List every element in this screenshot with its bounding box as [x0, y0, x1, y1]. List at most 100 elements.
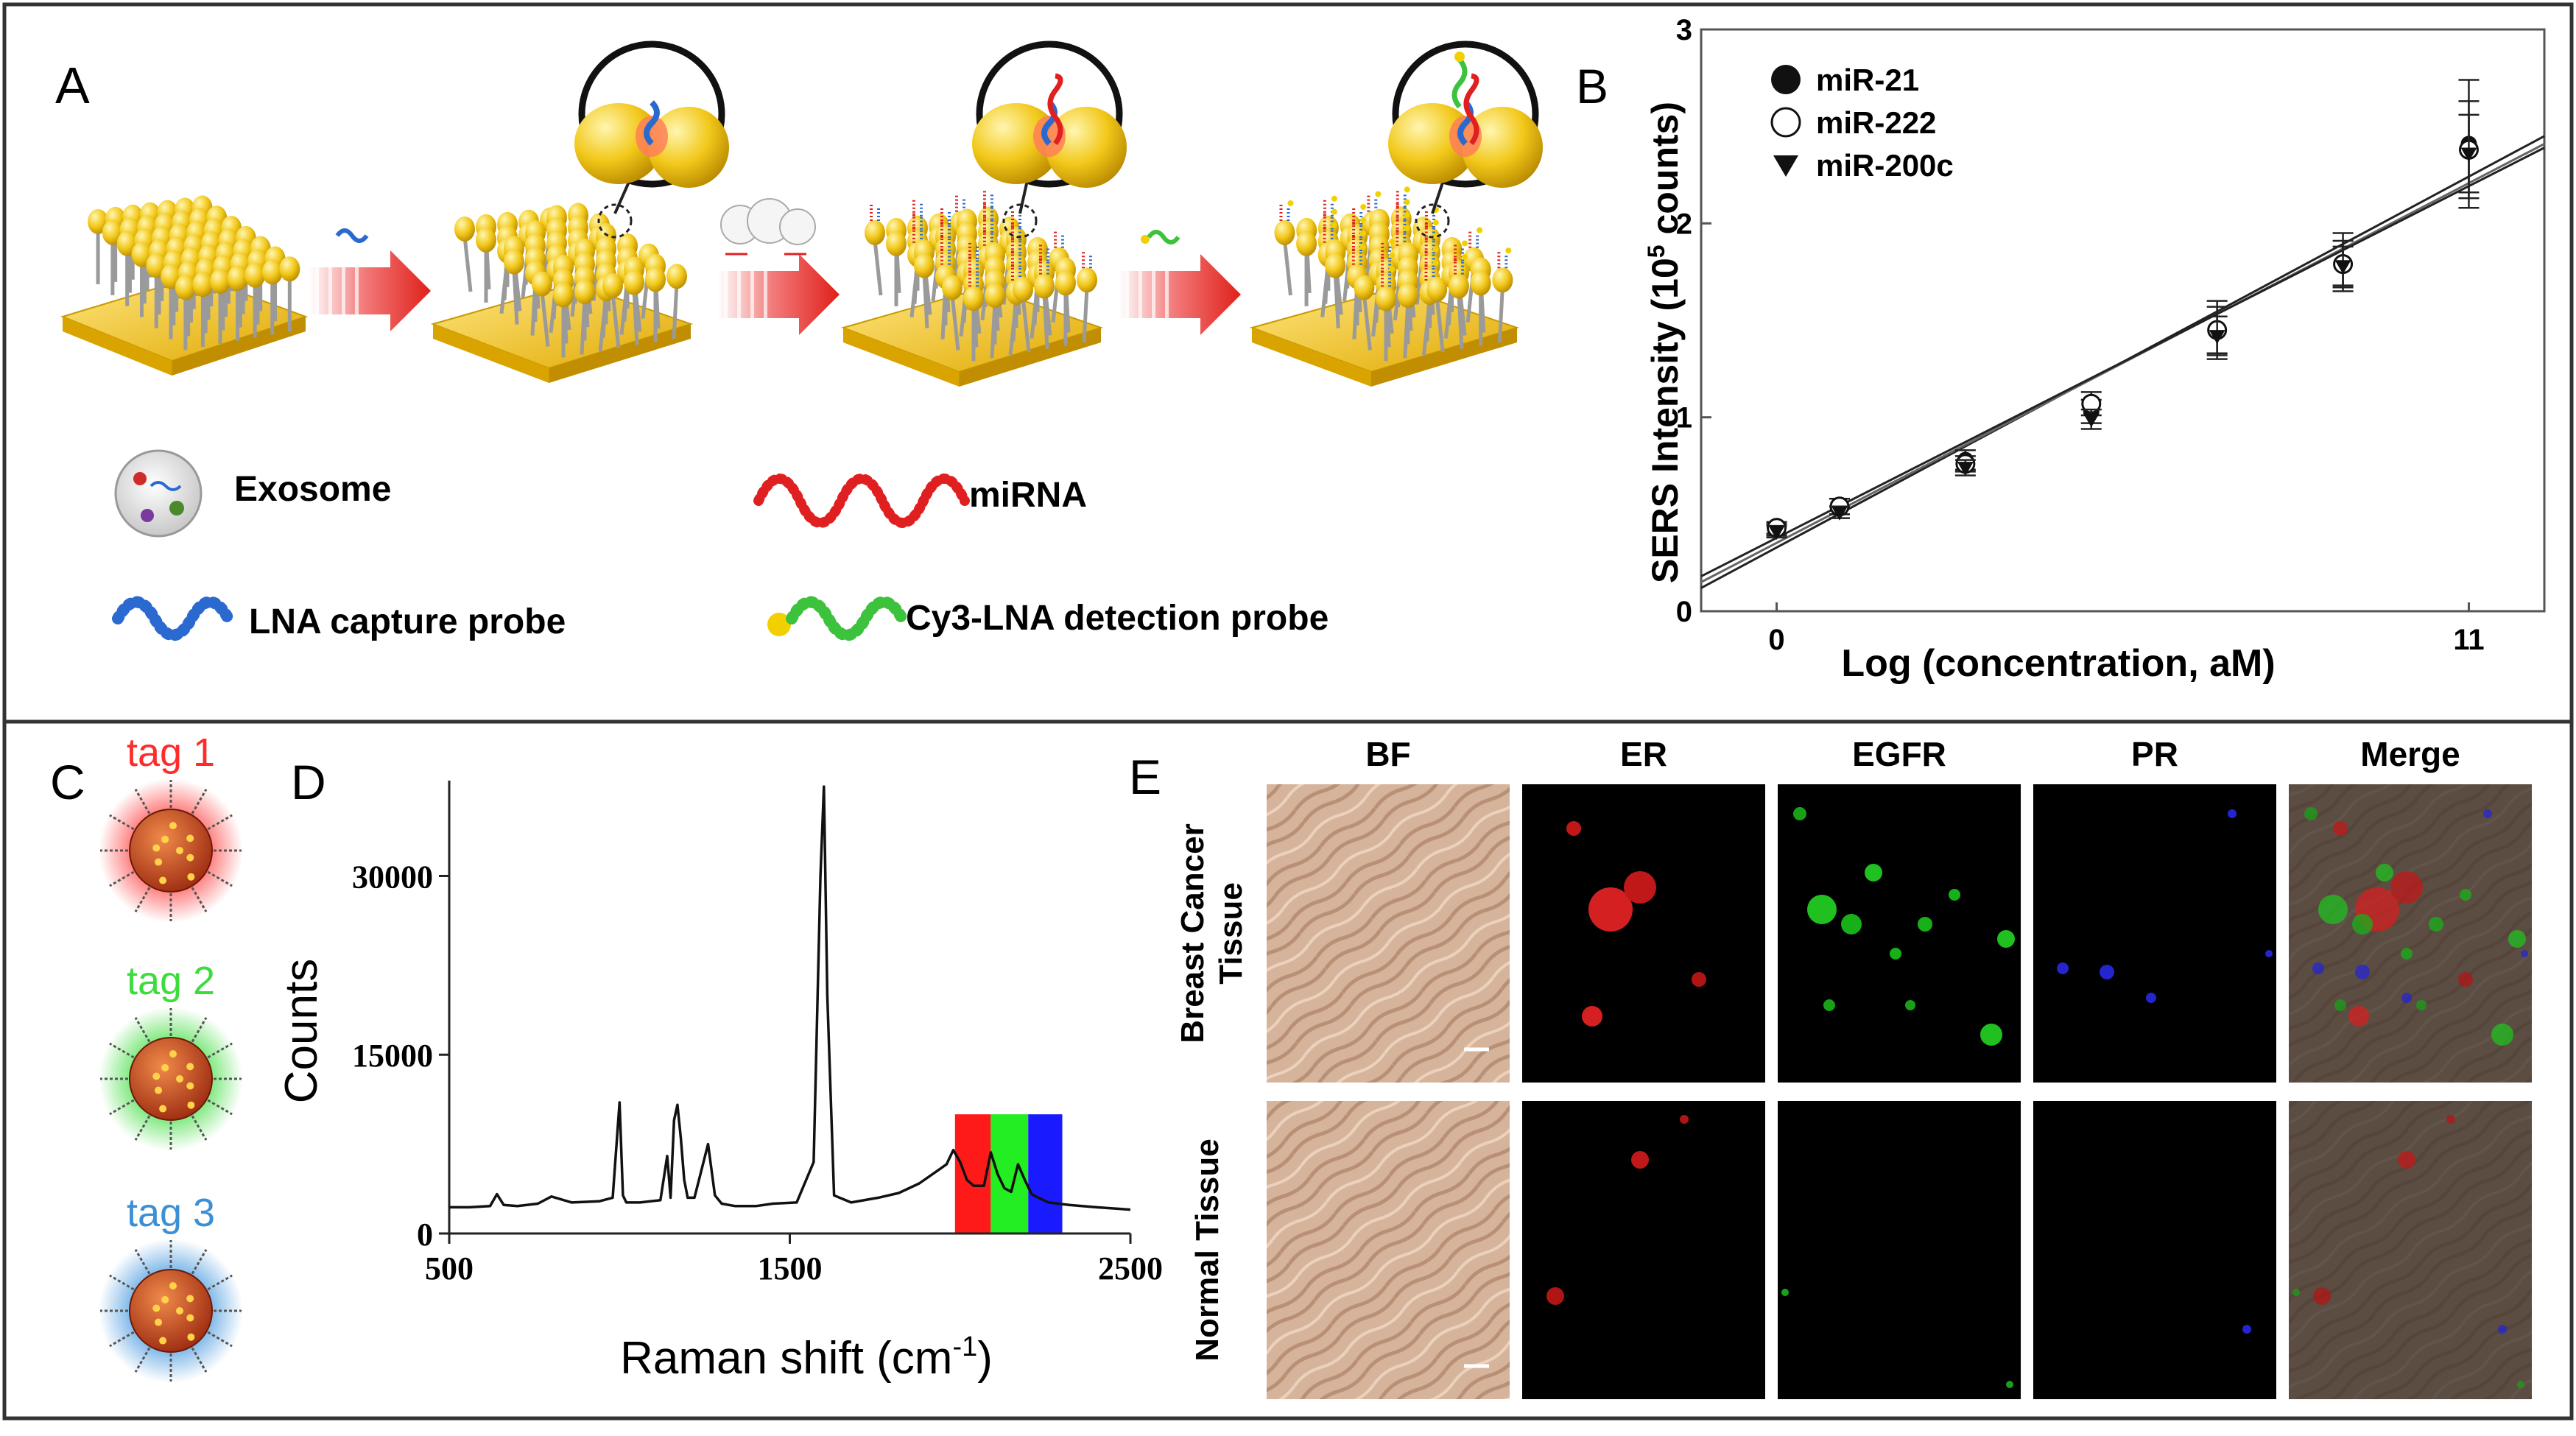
legend-marker-open-circle [1770, 107, 1801, 138]
panel-a: A Exosome miRNA LNA capture probe [55, 41, 1543, 641]
raman-tag-2: tag 2 [99, 959, 243, 1151]
substrate-3 [840, 191, 1104, 387]
substrate-4 [1249, 186, 1520, 387]
microscopy-grid: BF ER EGFR PR Merge Breast CancerTissue Normal… [1175, 735, 2532, 1399]
chart-d-xtick-label: 1500 [758, 1250, 823, 1287]
chart-d-band-1 [954, 1114, 991, 1233]
legend-marker-filled-circle [1771, 65, 1801, 94]
panel-e-letter: E [1129, 750, 1161, 804]
substrate-2 [430, 203, 694, 383]
image-er-row-1 [1522, 784, 1765, 1083]
image-pr-row-1 [2033, 784, 2276, 1083]
chart-b-ytick-label: 3 [1676, 14, 1692, 46]
nanoparticle-core [129, 809, 213, 893]
chart-b-legend-item: miR-222 [1770, 105, 1936, 140]
image-bf-row-2 [1267, 1101, 1510, 1399]
chart-b-legend-item: miR-200c [1773, 148, 1954, 183]
tag-label: tag 3 [127, 1191, 215, 1235]
chart-b-point-mir-200c [1831, 506, 1848, 521]
panel-b-letter: B [1576, 59, 1608, 113]
column-header-bf: BF [1365, 735, 1410, 773]
detection-probe-icon [767, 596, 908, 641]
chart-b-point-mir-200c [2083, 413, 2100, 428]
capture-probe-legend: LNA capture probe [112, 596, 566, 641]
panel-d-letter: D [291, 755, 326, 809]
chart-b-xlabel: Log (concentration, aM) [1841, 642, 2275, 685]
nanoparticle-core [129, 1037, 213, 1121]
capture-probe-label: LNA capture probe [249, 602, 566, 641]
chart-b-point-mir-200c [2460, 147, 2477, 162]
exosome-icon-small [720, 198, 816, 256]
process-arrows [309, 198, 1241, 335]
panel-e: E BF ER EGFR PR Merge Breast CancerTissue Norm… [1129, 735, 2532, 1399]
detection-probe-icon-small [1141, 230, 1180, 244]
legend-marker-triangle [1773, 155, 1798, 177]
panel-c-letter: C [50, 755, 85, 809]
chart-b-ytick-label: 1 [1676, 402, 1692, 434]
substrate-1 [60, 195, 309, 376]
chart-b-fit-line [1700, 147, 2545, 577]
process-arrow-2 [718, 198, 840, 335]
capture-probe-icon [112, 596, 234, 641]
zoom-insets [574, 41, 1543, 239]
chart-b-xtick-label: 0 [1768, 624, 1784, 656]
image-merge-row-1 [2289, 784, 2532, 1083]
column-header-pr: PR [2131, 735, 2178, 773]
zoom-inset-3 [1388, 41, 1543, 239]
image-egfr-row-1 [1778, 784, 2021, 1083]
image-pr-row-2 [2033, 1101, 2276, 1399]
chart-b-frame [1700, 28, 2546, 613]
detection-probe-legend: Cy3-LNA detection probe [767, 596, 1329, 641]
panel-c: C tag 1 tag 2 tag 3 [50, 731, 243, 1383]
capture-probe-icon-small [335, 228, 369, 243]
chart-b-legend-label: miR-21 [1816, 63, 1919, 97]
process-arrow-1 [309, 228, 431, 331]
chart-b-ylabel: SERS Intensity (105 counts) [1643, 102, 1686, 583]
row-label-2: Normal Tissue [1189, 1138, 1225, 1361]
raman-tag-3: tag 3 [99, 1191, 243, 1383]
column-header-er: ER [1620, 735, 1667, 773]
raman-tag-1: tag 1 [99, 731, 243, 923]
chart-d-xtick-label: 500 [425, 1250, 474, 1287]
chart-b-xtick-label: 11 [2453, 624, 2484, 656]
chart-d-xlabel: Raman shift (cm-1) [620, 1331, 993, 1384]
chart-d-spectrum-line [449, 785, 1131, 1211]
image-er-row-2 [1522, 1101, 1765, 1399]
mirna-icon [753, 474, 970, 528]
detection-probe-label: Cy3-LNA detection probe [906, 599, 1329, 638]
panel-b: B 0 1 2 3 0 11 SERS Intensity (105 counts) Lo… [1576, 14, 2546, 685]
raman-tags: tag 1 tag 2 tag 3 [99, 731, 243, 1383]
exosome-icon [114, 449, 203, 538]
image-merge-row-2 [2289, 1101, 2532, 1399]
chart-d-ytick-label: 15000 [352, 1038, 433, 1074]
process-arrow-3 [1119, 230, 1241, 335]
chart-b-legend: miR-21 miR-222 miR-200c [1770, 63, 1954, 183]
image-bf-row-1 [1267, 784, 1510, 1083]
exosome-legend: Exosome [114, 449, 391, 538]
image-egfr-row-2 [1778, 1101, 2021, 1399]
chart-b-point-mir-200c [2209, 330, 2225, 345]
row-label-1: Breast CancerTissue [1175, 823, 1249, 1043]
zoom-inset-2 [972, 41, 1127, 239]
chart-b-legend-label: miR-222 [1816, 105, 1936, 140]
chart-b-point-mir-200c [1957, 462, 1974, 476]
substrate-sequence [60, 186, 1520, 387]
chart-d-plot: 0 15000 30000 500 1500 2500 [352, 781, 1163, 1287]
nanoparticle-core [129, 1269, 213, 1353]
chart-b-legend-label: miR-200c [1816, 148, 1954, 183]
column-header-merge: Merge [2360, 735, 2460, 773]
column-header-egfr: EGFR [1852, 735, 1946, 773]
chart-b-ytick-label: 2 [1676, 208, 1692, 240]
mirna-label: miRNA [969, 476, 1087, 515]
zoom-inset-1 [574, 41, 729, 239]
panel-d: D 0 15000 30000 500 1500 2500 Counts Raman sh… [276, 755, 1163, 1384]
exosome-label: Exosome [234, 470, 391, 509]
chart-b-legend-item: miR-21 [1771, 63, 1919, 97]
tag-label: tag 2 [127, 959, 215, 1003]
panel-a-letter: A [55, 57, 90, 114]
chart-b-ytick-label: 0 [1676, 596, 1692, 628]
chart-b-point-mir-200c [1768, 526, 1785, 541]
chart-d-ytick-label: 30000 [352, 859, 433, 895]
